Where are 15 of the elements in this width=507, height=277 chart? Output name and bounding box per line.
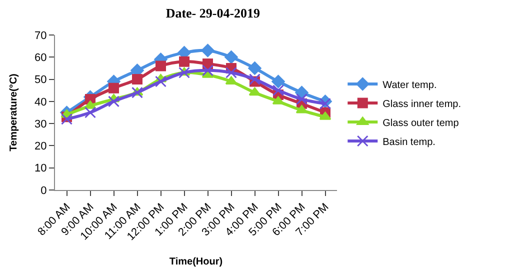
y-tick-label: 10 — [34, 162, 47, 175]
y-tick-label: 50 — [34, 74, 47, 86]
legend-label: Water temp. — [382, 80, 437, 91]
y-tick-label: 70 — [34, 30, 47, 42]
x-axis-title: Time(Hour) — [169, 256, 223, 268]
y-tick-label: 0 — [40, 184, 47, 197]
y-axis-title: Temperature(°C) — [8, 74, 20, 152]
y-tick-label: 30 — [34, 118, 47, 130]
legend-label: Basin temp. — [382, 136, 436, 148]
legend-label: Glass outer temp — [382, 118, 460, 129]
legend-label: Glass inner temp. — [382, 98, 462, 110]
y-tick-label: 60 — [34, 52, 47, 64]
y-tick-label: 40 — [34, 96, 47, 108]
chart-title: Date- 29-04-2019 — [166, 5, 261, 20]
y-tick-label: 20 — [34, 140, 47, 153]
